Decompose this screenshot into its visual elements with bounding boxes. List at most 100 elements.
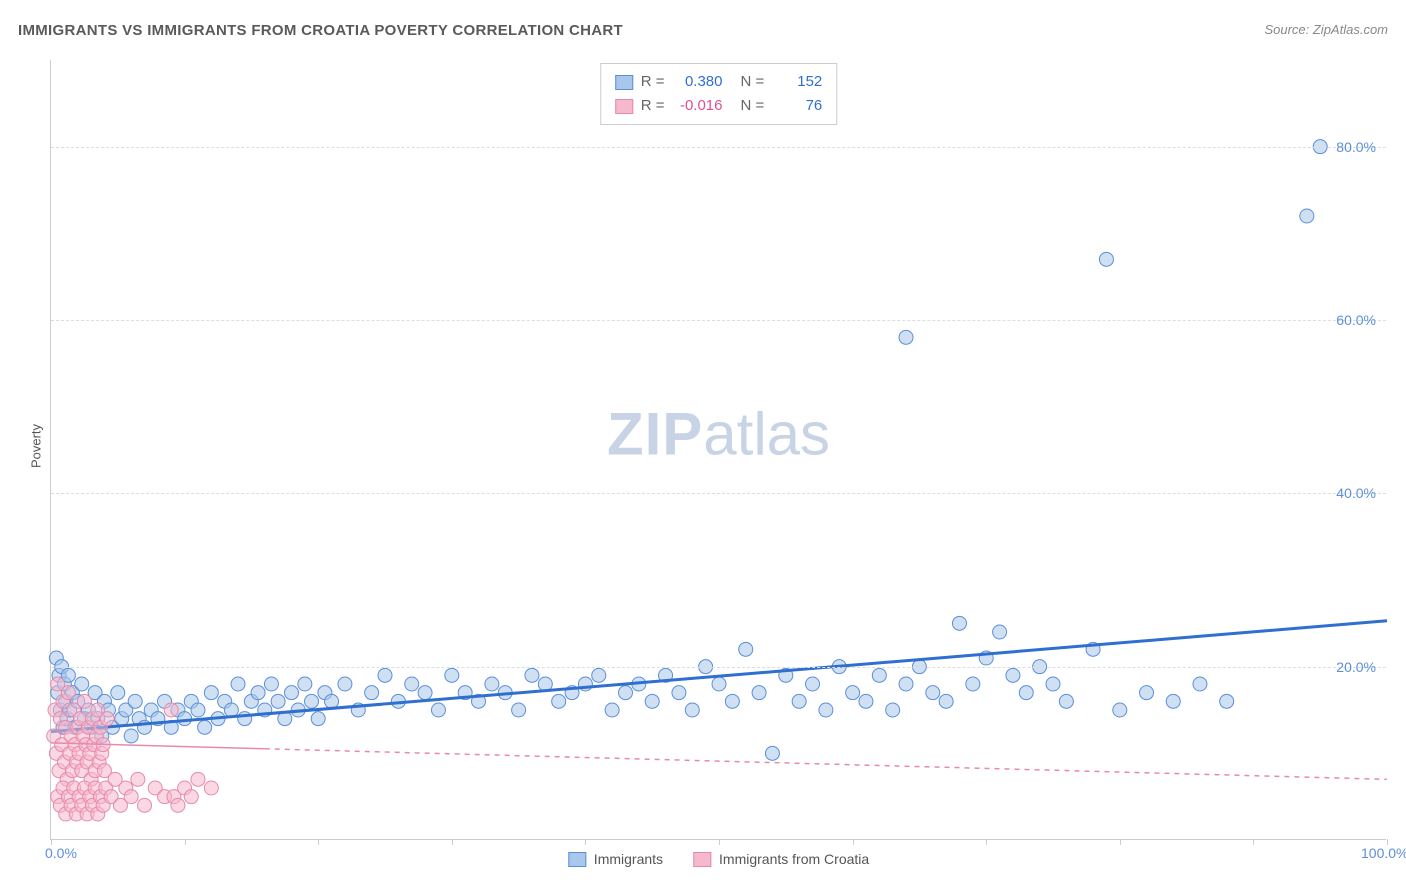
data-point (1140, 686, 1154, 700)
data-point (926, 686, 940, 700)
data-point (231, 677, 245, 691)
data-point (311, 712, 325, 726)
legend-swatch (568, 852, 586, 867)
legend-swatch (693, 852, 711, 867)
data-point (100, 712, 114, 726)
x-tick (318, 839, 319, 845)
data-point (1193, 677, 1207, 691)
data-point (198, 720, 212, 734)
trend-line (51, 621, 1387, 732)
data-point (305, 694, 319, 708)
data-point (592, 668, 606, 682)
data-point (872, 668, 886, 682)
data-point (191, 703, 205, 717)
data-point (899, 677, 913, 691)
grid-line (51, 320, 1386, 321)
data-point (111, 686, 125, 700)
data-point (298, 677, 312, 691)
data-point (138, 798, 152, 812)
data-point (284, 686, 298, 700)
data-point (525, 668, 539, 682)
data-point (1220, 694, 1234, 708)
data-point (618, 686, 632, 700)
data-point (77, 694, 91, 708)
data-point (952, 616, 966, 630)
data-point (405, 677, 419, 691)
data-point (61, 686, 75, 700)
x-tick (719, 839, 720, 845)
data-point (645, 694, 659, 708)
data-point (966, 677, 980, 691)
legend-label: Immigrants from Croatia (719, 851, 869, 867)
x-tick (452, 839, 453, 845)
data-point (204, 781, 218, 795)
data-point (1099, 252, 1113, 266)
data-point (1166, 694, 1180, 708)
data-point (264, 677, 278, 691)
legend-item: Immigrants from Croatia (693, 851, 869, 867)
data-point (712, 677, 726, 691)
x-tick (986, 839, 987, 845)
data-point (124, 729, 138, 743)
grid-line (51, 147, 1386, 148)
data-point (445, 668, 459, 682)
data-point (75, 677, 89, 691)
data-point (552, 694, 566, 708)
grid-line (51, 667, 1386, 668)
data-point (672, 686, 686, 700)
data-point (765, 746, 779, 760)
data-point (271, 694, 285, 708)
data-point (605, 703, 619, 717)
trend-line-extrapolated (265, 749, 1387, 780)
data-point (184, 790, 198, 804)
x-tick-label: 0.0% (45, 845, 77, 861)
y-axis-label: Poverty (29, 424, 44, 468)
data-point (124, 790, 138, 804)
data-point (939, 694, 953, 708)
data-point (204, 686, 218, 700)
chart-svg (51, 60, 1386, 839)
data-point (338, 677, 352, 691)
data-point (1006, 668, 1020, 682)
data-point (325, 694, 339, 708)
data-point (725, 694, 739, 708)
data-point (1059, 694, 1073, 708)
chart-title: IMMIGRANTS VS IMMIGRANTS FROM CROATIA PO… (18, 22, 623, 39)
x-tick (1120, 839, 1121, 845)
data-point (512, 703, 526, 717)
data-point (846, 686, 860, 700)
legend-item: Immigrants (568, 851, 663, 867)
x-tick-label: 100.0% (1361, 845, 1406, 861)
x-tick (585, 839, 586, 845)
data-point (131, 772, 145, 786)
data-point (806, 677, 820, 691)
data-point (886, 703, 900, 717)
grid-line (51, 493, 1386, 494)
data-point (993, 625, 1007, 639)
y-tick-label: 20.0% (1336, 659, 1376, 675)
data-point (1300, 209, 1314, 223)
data-point (792, 694, 806, 708)
data-point (485, 677, 499, 691)
x-tick (853, 839, 854, 845)
source-attribution: Source: ZipAtlas.com (1264, 22, 1388, 37)
legend-label: Immigrants (594, 851, 663, 867)
data-point (164, 703, 178, 717)
data-point (685, 703, 699, 717)
y-tick-label: 40.0% (1336, 485, 1376, 501)
data-point (859, 694, 873, 708)
data-point (1046, 677, 1060, 691)
data-point (752, 686, 766, 700)
data-point (365, 686, 379, 700)
data-point (899, 330, 913, 344)
data-point (431, 703, 445, 717)
x-tick (185, 839, 186, 845)
data-point (251, 686, 265, 700)
data-point (1113, 703, 1127, 717)
series-legend: Immigrants Immigrants from Croatia (568, 851, 869, 867)
y-tick-label: 60.0% (1336, 312, 1376, 328)
x-tick (1253, 839, 1254, 845)
data-point (191, 772, 205, 786)
data-point (1019, 686, 1033, 700)
plot-area: ZIPatlas R =0.380N =152R =-0.016N =76 Im… (50, 60, 1386, 840)
